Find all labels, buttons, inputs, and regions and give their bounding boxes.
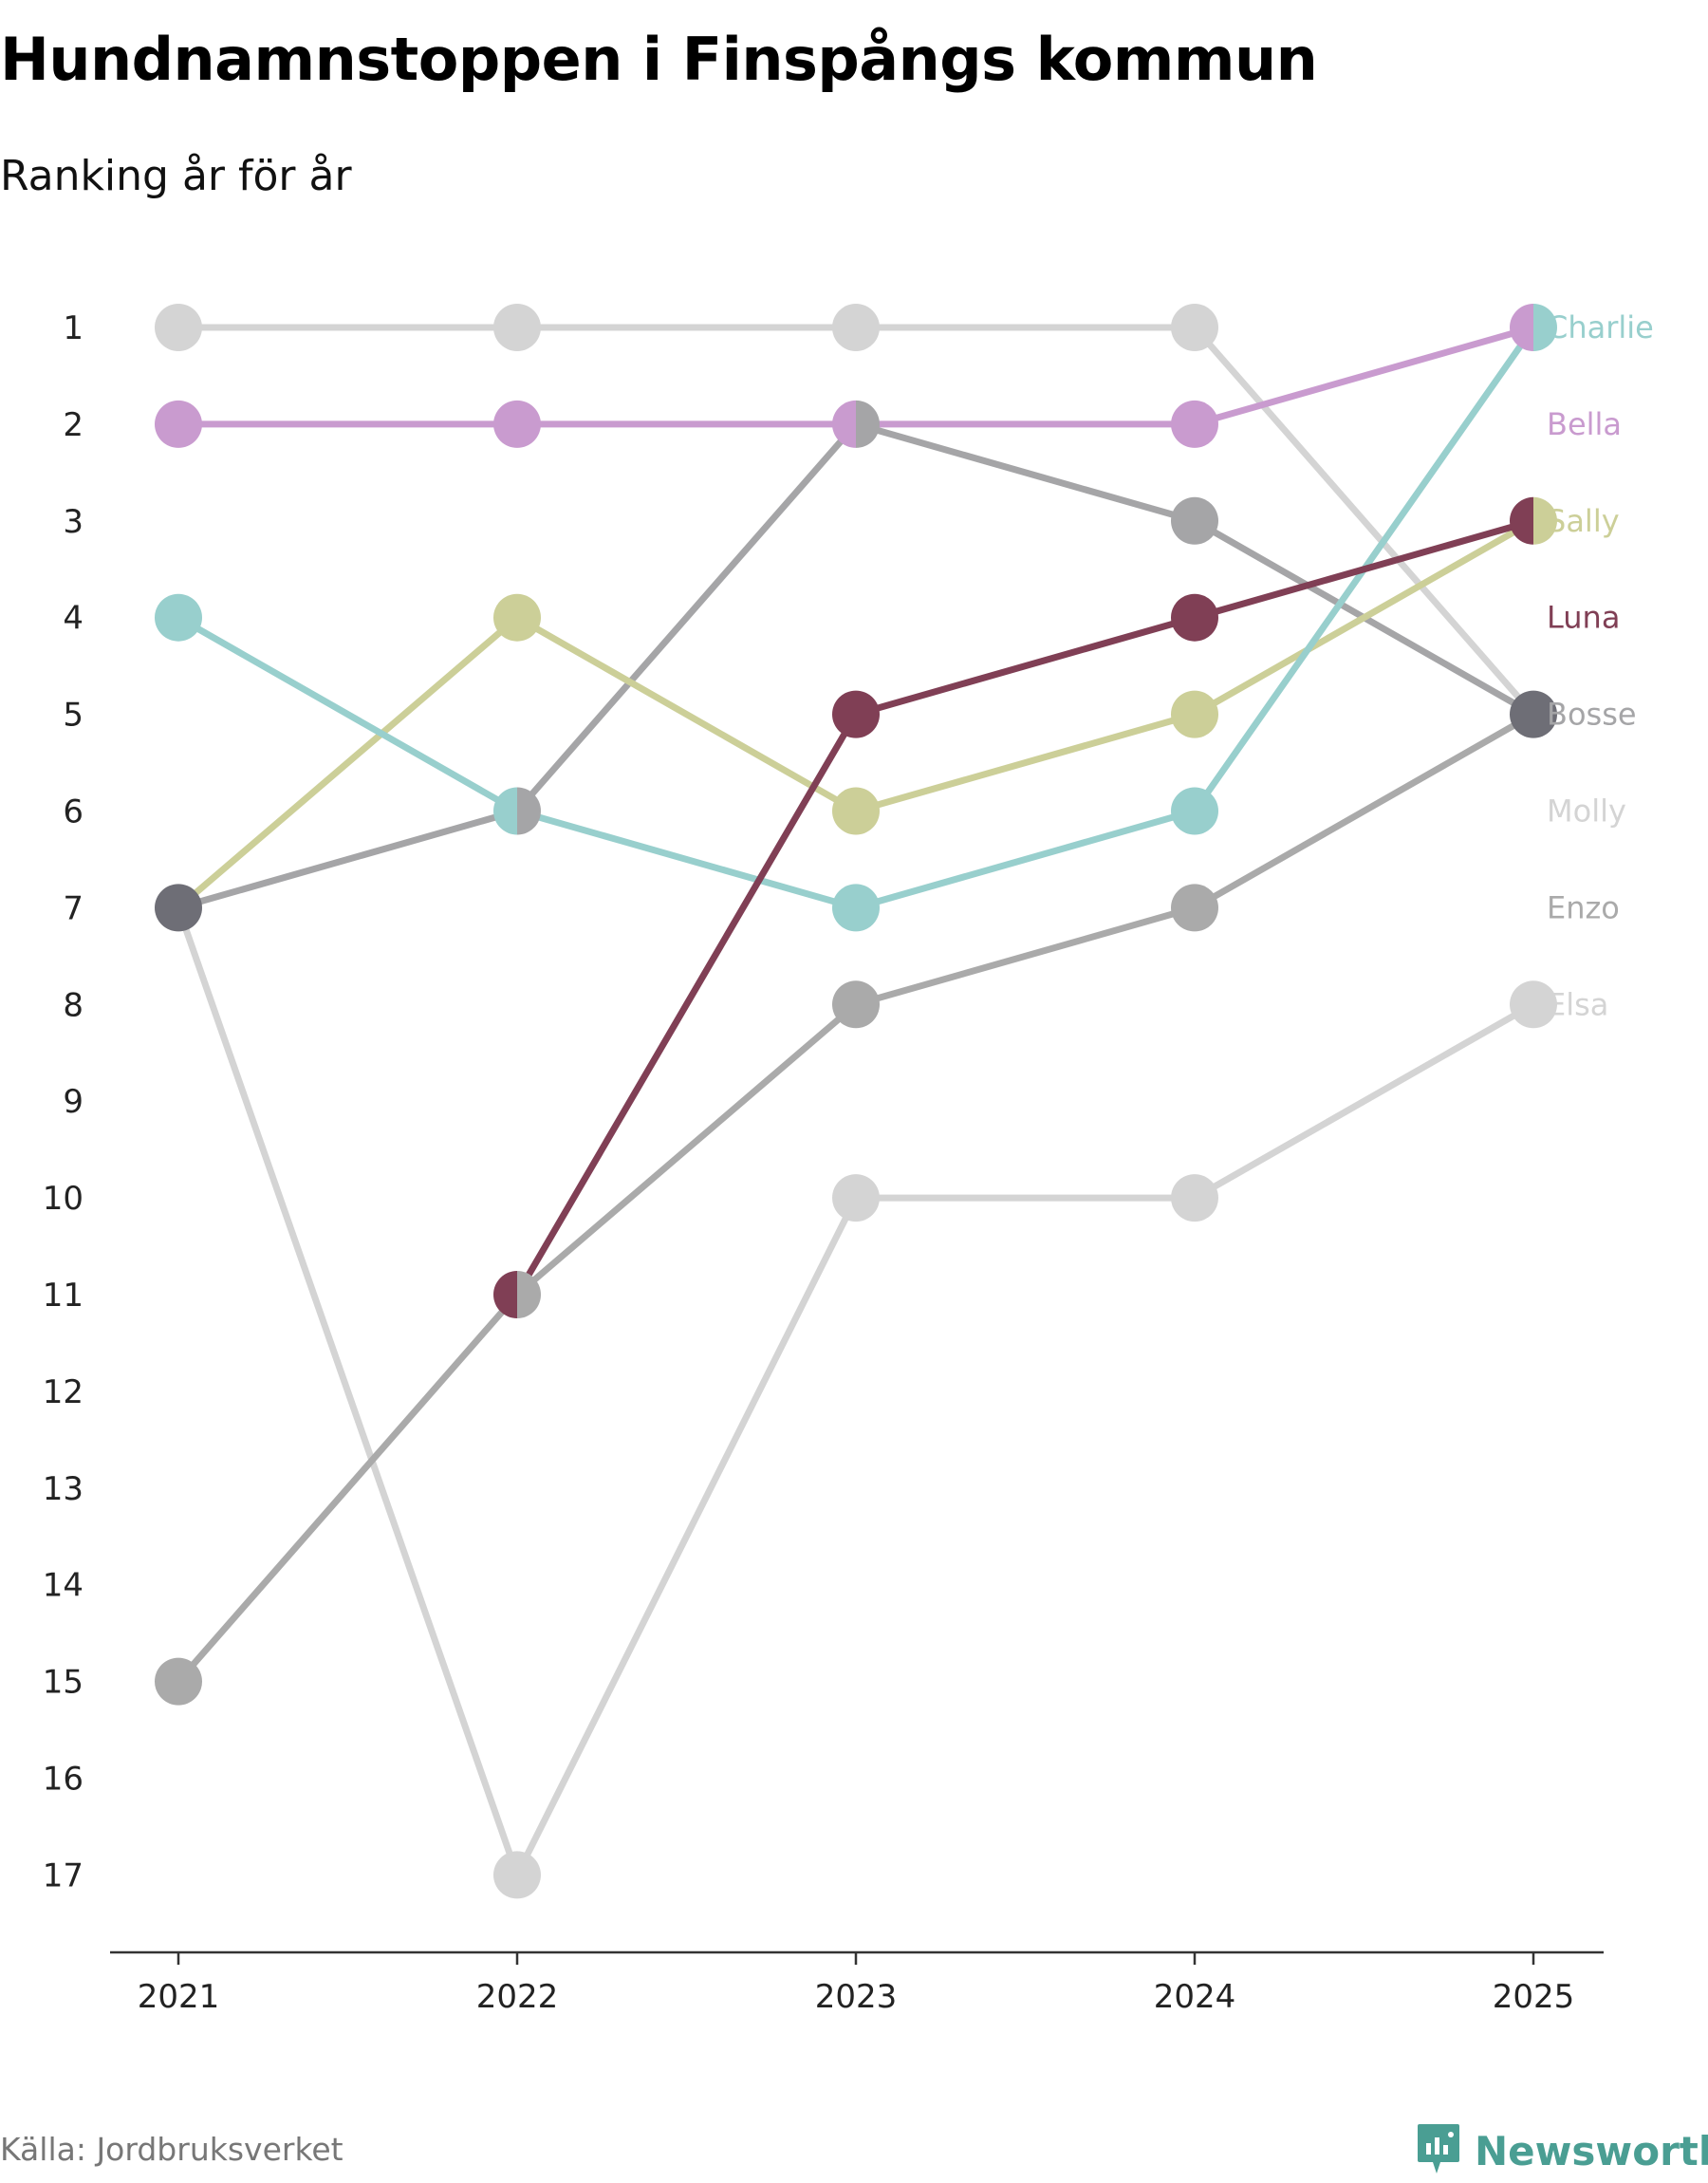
point-enzo-2021 <box>155 1657 202 1706</box>
point-enzo-luna-2022-right <box>517 1271 541 1318</box>
y-tick-label: 14 <box>43 1567 84 1605</box>
point-bella-2021 <box>155 400 202 448</box>
point-molly-2022 <box>493 1851 541 1899</box>
point-bosse-2024 <box>1171 496 1218 545</box>
end-label-bosse: Bosse <box>1547 697 1637 733</box>
series-line-luna <box>513 517 1537 1298</box>
brand-logo[interactable]: Newsworthy <box>1416 2122 1708 2179</box>
point-bosse-bella-2023-left <box>831 400 856 448</box>
y-tick-label: 17 <box>43 1856 84 1894</box>
end-label-enzo: Enzo <box>1547 889 1620 925</box>
point-charlie-2021 <box>155 593 202 642</box>
source-note: Källa: Jordbruksverket <box>0 2131 343 2168</box>
x-tick-label: 2021 <box>138 1978 220 2016</box>
point-bella-2024 <box>1171 400 1218 448</box>
end-label-charlie: Charlie <box>1547 309 1654 345</box>
point-bosse-charlie-2022-right <box>517 787 541 835</box>
y-tick-label: 11 <box>43 1277 84 1315</box>
series-points <box>155 304 1557 1899</box>
newsworthy-logo-icon <box>1416 2122 1461 2179</box>
point-enzo-2024 <box>1171 884 1218 932</box>
point-enzo-2023 <box>832 980 880 1029</box>
point-elsa-2024 <box>1171 304 1218 351</box>
y-tick-label: 10 <box>43 1180 84 1218</box>
end-label-luna: Luna <box>1547 600 1620 636</box>
point-elsa-2021 <box>155 304 202 351</box>
point-molly-2024 <box>1171 1174 1218 1222</box>
chart-subtitle: Ranking år för år <box>0 152 352 200</box>
y-tick-label: 4 <box>63 600 84 638</box>
point-bosse-bella-2023-right <box>856 400 880 448</box>
y-tick-label: 3 <box>63 503 84 541</box>
point-charlie-bella-2025-right <box>1533 304 1557 351</box>
point-elsa-enzo-bosse-2025 <box>1510 690 1557 738</box>
point-enzo-luna-2022-left <box>493 1271 517 1318</box>
point-charlie-bella-2025-left <box>1510 304 1533 351</box>
series-line-molly <box>175 904 1537 1878</box>
y-tick-label: 2 <box>63 406 84 444</box>
x-tick-label: 2024 <box>1154 1978 1236 2016</box>
y-tick-label: 8 <box>63 986 84 1024</box>
point-luna-2024 <box>1171 593 1218 642</box>
point-luna-2023 <box>832 690 880 738</box>
chart-title: Hundnamnstoppen i Finspångs kommun <box>0 25 1318 94</box>
x-axis: 2021 2022 2023 2024 2025 <box>110 1950 1604 2016</box>
x-tick-label: 2023 <box>815 1978 898 2016</box>
y-tick-label: 9 <box>63 1083 84 1121</box>
point-molly-bosse-sally-2021 <box>155 884 202 932</box>
y-tick-label: 15 <box>43 1664 84 1702</box>
point-elsa-2022 <box>493 304 541 351</box>
series-lines <box>175 324 1537 1878</box>
end-labels: Charlie Bella Sally Luna Bosse Molly Enzo Elsa <box>1547 309 1654 1022</box>
series-line-bosse <box>175 420 1537 911</box>
x-tick-label: 2025 <box>1493 1978 1575 2016</box>
end-label-sally: Sally <box>1547 503 1620 539</box>
point-molly-2025 <box>1510 980 1557 1029</box>
brand-name: Newsworthy <box>1475 2127 1708 2174</box>
y-tick-label: 13 <box>43 1470 84 1508</box>
end-label-bella: Bella <box>1547 406 1622 442</box>
y-tick-label: 12 <box>43 1373 84 1411</box>
y-tick-label: 7 <box>63 889 84 927</box>
end-label-elsa: Elsa <box>1547 986 1608 1022</box>
point-molly-2023 <box>832 1174 880 1222</box>
x-tick-label: 2022 <box>476 1978 559 2016</box>
y-tick-label: 16 <box>43 1761 84 1799</box>
y-tick-label: 5 <box>63 697 84 735</box>
point-sally-2024 <box>1171 690 1218 738</box>
point-elsa-2023 <box>832 304 880 351</box>
y-tick-label: 6 <box>63 793 84 831</box>
point-sally-2022 <box>493 593 541 642</box>
point-charlie-2024 <box>1171 787 1218 835</box>
end-label-molly: Molly <box>1547 793 1626 830</box>
point-sally-luna-2025-right <box>1533 496 1557 545</box>
point-bella-2022 <box>493 400 541 448</box>
point-sally-2023 <box>832 787 880 835</box>
point-bosse-charlie-2022-left <box>493 787 517 835</box>
point-sally-luna-2025-left <box>1510 496 1533 545</box>
point-charlie-2023 <box>832 884 880 932</box>
y-tick-label: 1 <box>63 309 84 347</box>
